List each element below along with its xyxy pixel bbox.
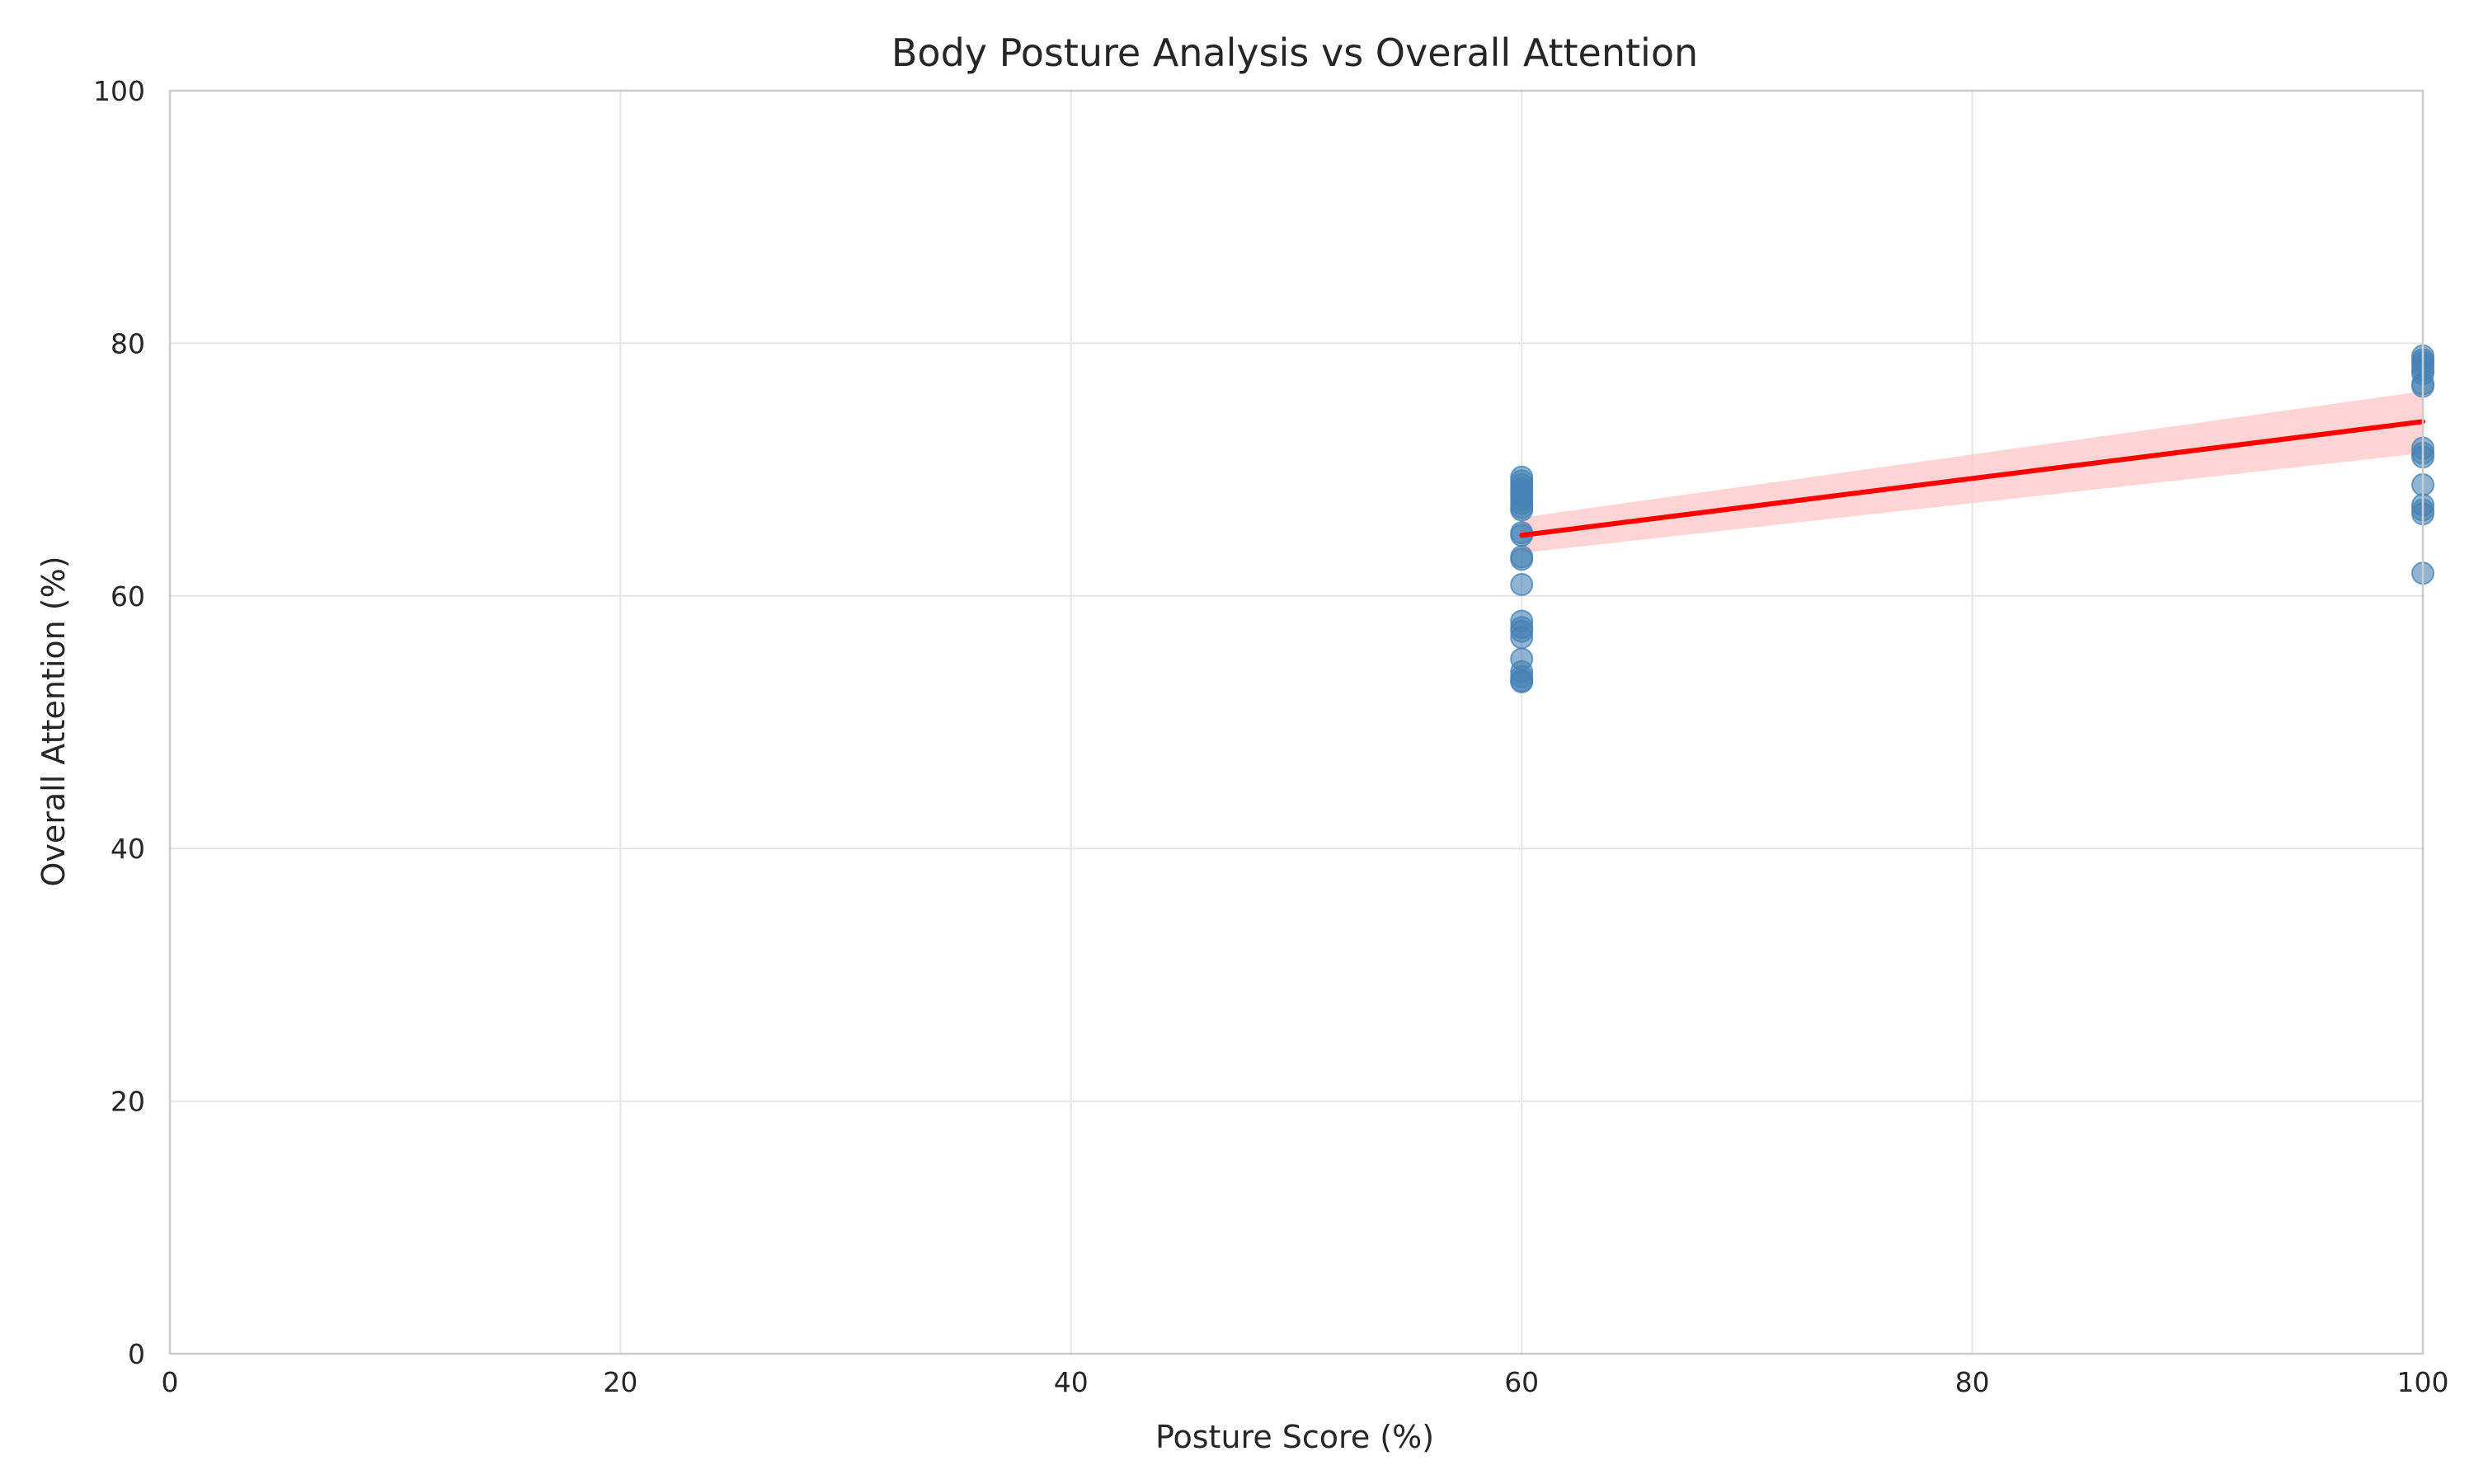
y-axis-label: Overall Attention (%) bbox=[35, 556, 72, 886]
data-point bbox=[1510, 547, 1534, 571]
data-point bbox=[1510, 626, 1534, 650]
confidence-band bbox=[1522, 391, 2423, 553]
data-point bbox=[1510, 498, 1534, 522]
tick-labels-layer: 0 20 40 60 80 100 0 20 40 60 80 100 bbox=[93, 75, 2449, 1398]
y-tick-label-4: 80 bbox=[111, 327, 145, 359]
grid-layer bbox=[169, 90, 2424, 1355]
regression-line bbox=[1519, 419, 2425, 538]
x-tick-label-4: 80 bbox=[1955, 1366, 1990, 1398]
x-tick-label-3: 60 bbox=[1504, 1366, 1539, 1398]
y-tick-label-1: 20 bbox=[111, 1086, 145, 1118]
chart-title: Body Posture Analysis vs Overall Attenti… bbox=[891, 31, 1698, 75]
x-tick-label-1: 20 bbox=[603, 1366, 637, 1398]
y-tick-label-2: 40 bbox=[111, 833, 145, 865]
x-tick-label-5: 100 bbox=[2397, 1366, 2449, 1398]
y-tick-label-0: 0 bbox=[128, 1338, 145, 1370]
x-axis-label: Posture Score (%) bbox=[1155, 1419, 1434, 1455]
y-tick-label-5: 100 bbox=[93, 75, 145, 107]
axes-frame bbox=[168, 89, 2425, 1355]
x-tick-label-0: 0 bbox=[162, 1366, 179, 1398]
confidence-band-layer bbox=[1522, 391, 2423, 553]
data-point bbox=[1510, 669, 1534, 693]
regression-line-layer bbox=[1519, 419, 2425, 538]
y-tick-label-3: 60 bbox=[111, 580, 145, 613]
data-point bbox=[1510, 573, 1534, 597]
x-tick-label-2: 40 bbox=[1054, 1366, 1089, 1398]
